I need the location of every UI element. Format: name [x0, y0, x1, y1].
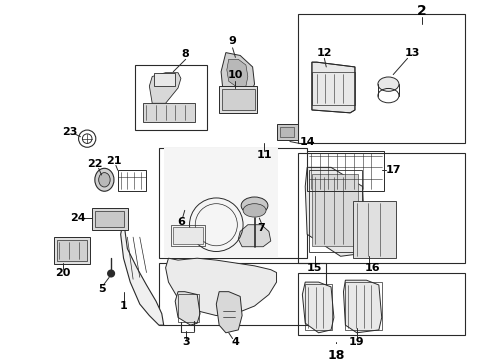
Polygon shape [149, 73, 181, 103]
Bar [311, 174, 357, 246]
Text: 14: 14 [299, 136, 314, 147]
Text: 10: 10 [227, 69, 243, 80]
Text: 13: 13 [404, 48, 419, 58]
Ellipse shape [99, 172, 110, 187]
Text: 2: 2 [416, 4, 426, 18]
Text: 24: 24 [70, 213, 85, 223]
Text: 20: 20 [56, 267, 71, 278]
Text: 18: 18 [326, 349, 344, 360]
Bar [352, 201, 395, 258]
Bar [276, 124, 297, 140]
Polygon shape [302, 282, 333, 333]
Text: 15: 15 [306, 263, 322, 273]
Polygon shape [216, 292, 242, 333]
Bar [173, 227, 203, 244]
Polygon shape [226, 59, 247, 88]
Circle shape [107, 270, 114, 277]
Polygon shape [343, 280, 381, 333]
Text: 23: 23 [62, 127, 78, 137]
Ellipse shape [377, 77, 398, 91]
Polygon shape [305, 167, 364, 256]
Text: 6: 6 [177, 217, 184, 227]
Polygon shape [121, 220, 163, 325]
Bar [57, 240, 87, 261]
Text: 17: 17 [385, 165, 400, 175]
Bar [222, 89, 254, 110]
Text: 16: 16 [364, 263, 379, 273]
Text: 8: 8 [182, 49, 189, 59]
Ellipse shape [241, 197, 267, 214]
Text: 22: 22 [87, 159, 102, 170]
Ellipse shape [243, 204, 265, 217]
Text: 4: 4 [231, 337, 239, 347]
Text: 3: 3 [182, 337, 189, 347]
Text: 21: 21 [106, 156, 122, 166]
Bar [118, 170, 146, 191]
Bar [159, 263, 325, 325]
Polygon shape [221, 53, 254, 100]
Bar [95, 211, 123, 227]
Bar [92, 208, 128, 230]
Polygon shape [238, 225, 270, 247]
Polygon shape [165, 258, 276, 316]
Bar [54, 237, 90, 264]
Bar [142, 103, 195, 122]
Bar [305, 284, 331, 330]
Polygon shape [311, 62, 354, 113]
Bar [311, 72, 354, 105]
Text: 19: 19 [348, 337, 364, 347]
Bar [297, 273, 464, 335]
Polygon shape [175, 292, 200, 325]
Bar [297, 14, 464, 143]
Text: 9: 9 [228, 36, 236, 46]
Bar [280, 127, 293, 137]
Bar [178, 293, 199, 322]
Polygon shape [163, 148, 278, 258]
Text: 7: 7 [257, 222, 264, 233]
Bar [159, 148, 306, 258]
Text: 1: 1 [120, 301, 127, 311]
Bar [219, 86, 257, 113]
Text: 11: 11 [256, 150, 271, 160]
Text: 5: 5 [98, 284, 105, 294]
Bar [135, 65, 206, 130]
Bar [306, 151, 383, 191]
Ellipse shape [95, 168, 114, 191]
Bar [345, 282, 381, 330]
Bar [308, 170, 361, 252]
Bar [154, 73, 175, 86]
Bar [171, 225, 204, 246]
Text: 12: 12 [316, 48, 331, 58]
Bar [297, 153, 464, 263]
